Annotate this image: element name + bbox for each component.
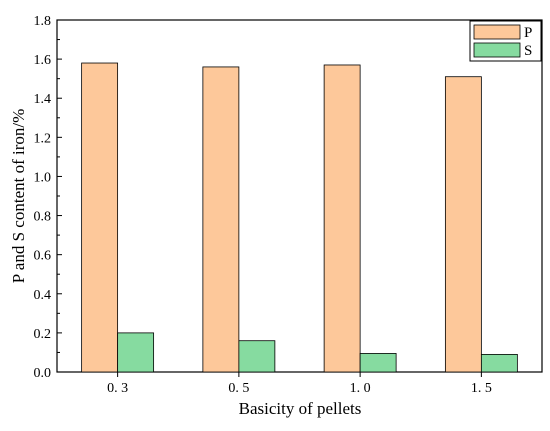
bar-s-0.3 — [117, 332, 155, 373]
y-tick-label: 0.4 — [34, 288, 52, 303]
y-tick-label: 1.4 — [34, 92, 52, 107]
x-tick-label: 0. 3 — [107, 381, 128, 396]
bar-p-1.0 — [323, 64, 361, 373]
bar-s-0.5 — [238, 340, 276, 373]
y-tick-label: 0.8 — [34, 210, 52, 225]
y-tick-label: 0.2 — [34, 327, 52, 342]
y-tick-label: 1.2 — [34, 131, 52, 146]
legend-label-s: S — [524, 43, 532, 59]
x-tick-label: 1. 5 — [471, 381, 492, 396]
legend-label-p: P — [524, 25, 532, 41]
bar-p-0.3 — [81, 62, 119, 373]
x-tick-label: 0. 5 — [228, 381, 249, 396]
y-tick-label: 1.6 — [34, 53, 52, 68]
y-tick-label: 0.0 — [34, 366, 52, 381]
bar-s-1.0 — [359, 353, 397, 373]
bar-p-1.5 — [444, 76, 482, 373]
legend-swatch-s — [473, 42, 521, 58]
legend-swatch-p — [473, 24, 521, 40]
x-tick-label: 1. 0 — [350, 381, 371, 396]
y-tick-label: 0.6 — [34, 249, 52, 264]
bar-s-1.5 — [480, 353, 518, 373]
y-tick-label: 1.0 — [34, 170, 52, 185]
legend: P S — [469, 20, 542, 62]
x-axis-label: Basicity of pellets — [239, 399, 362, 418]
bar-p-0.5 — [202, 66, 240, 373]
y-axis-label: P and S content of iron/% — [9, 109, 28, 284]
y-tick-label: 1.8 — [34, 14, 52, 29]
